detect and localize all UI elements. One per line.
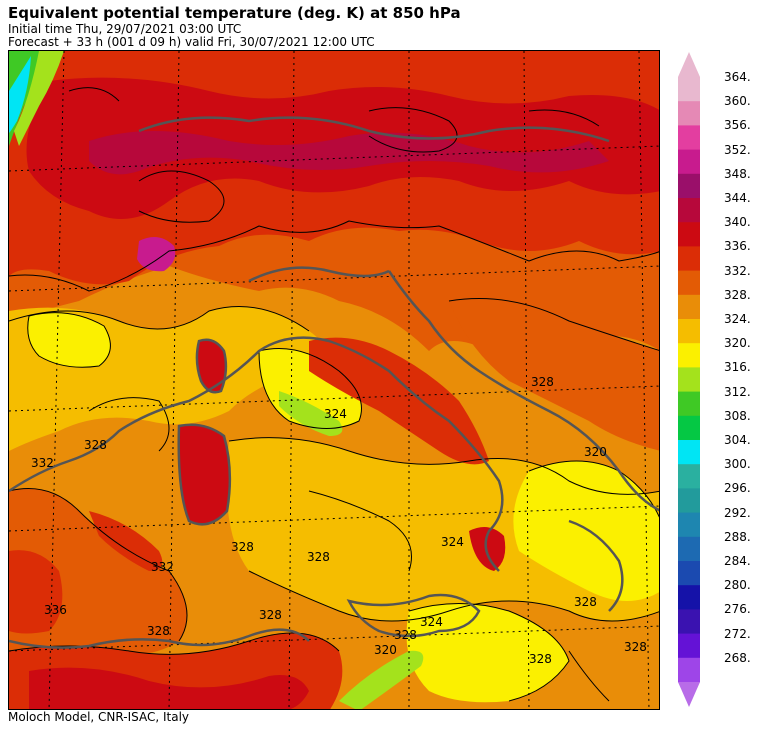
field-nw-lime (14, 51, 64, 146)
colorbar-swatch (678, 270, 700, 296)
colorbar-label: 284. (724, 554, 751, 568)
graticule (9, 51, 659, 709)
contour-label: 324 (420, 615, 443, 629)
colorbar (678, 52, 700, 707)
contour-label: 328 (147, 624, 170, 638)
colorbar-label: 360. (724, 94, 751, 109)
field-nw-cyan (9, 56, 31, 133)
colorbar-swatch (678, 173, 700, 199)
field-italy-peninsula (309, 337, 489, 465)
colorbar-swatch (678, 319, 700, 344)
contour-label: 332 (31, 456, 54, 470)
colorbar-label: 348. (724, 166, 751, 181)
colorbar-label: 296. (724, 481, 751, 496)
colorbar-label: 280. (724, 578, 751, 593)
field-magenta-blob (137, 237, 176, 272)
field-west-320 (27, 312, 111, 368)
contour-label: 328 (307, 550, 330, 564)
colorbar-label: 288. (724, 529, 751, 544)
map-title: Equivalent potential temperature (deg. K… (8, 4, 461, 22)
colorbar-swatch (678, 198, 700, 223)
contour-label: 328 (574, 595, 597, 609)
field-sardinia-band (89, 511, 163, 571)
contour-label: 336 (44, 603, 67, 617)
colorbar-label: 304. (724, 433, 751, 447)
colorbar-swatch (678, 464, 700, 489)
contour-label: 332 (151, 560, 174, 574)
field-sardinia (178, 424, 230, 525)
colorbar-label: 300. (724, 457, 751, 472)
contour-label: 320 (374, 643, 397, 657)
contour-label: 328 (394, 628, 417, 642)
colorbar-swatch (678, 633, 700, 659)
colorbar-swatch (678, 488, 700, 514)
colorbar-label: 352. (724, 142, 751, 157)
field-north-344 (89, 131, 609, 175)
colorbar-swatch (678, 415, 700, 441)
colorbar-swatch (678, 367, 700, 393)
colorbar-label: 292. (724, 505, 751, 520)
contour-label: 324 (324, 407, 347, 421)
colorbar-swatch (678, 246, 700, 272)
colorbar-label: 356. (724, 118, 751, 133)
colorbar-label: 344. (724, 191, 751, 205)
colorbar-swatch (678, 77, 700, 102)
contour-label: 328 (624, 640, 647, 654)
colorbar-label: 324. (724, 312, 751, 326)
colorbar-swatch (678, 222, 700, 247)
colorbar-label: 336. (724, 239, 751, 254)
contour-label: 328 (529, 652, 552, 666)
colorbar-label: 320. (724, 336, 751, 351)
theta-e-map: 324 328 332 328 332 336 328 328 328 324 … (8, 50, 660, 710)
contour-label: 328 (259, 608, 282, 622)
field-ligurian-316 (279, 391, 343, 436)
contour-label: 328 (531, 375, 554, 389)
colorbar-swatch (678, 585, 700, 610)
colorbar-swatch (678, 149, 700, 175)
colorbar-swatch (678, 561, 700, 586)
colorbar-label: 340. (724, 215, 751, 230)
field-balkans-336 (449, 298, 659, 451)
map-canvas: 324 328 332 328 332 336 328 328 328 324 … (9, 51, 659, 709)
contour-label: 328 (84, 438, 107, 452)
initial-time-label: Initial time Thu, 29/07/2021 03:00 UTC (8, 22, 242, 36)
colorbar-label: 276. (724, 602, 751, 617)
colorbar-label: 272. (724, 626, 751, 641)
colorbar-swatch (678, 609, 700, 635)
field-sw-336 (9, 550, 63, 634)
colorbar-swatch (678, 125, 700, 151)
model-credit: Moloch Model, CNR-ISAC, Italy (8, 710, 190, 724)
field-south-green (339, 650, 424, 709)
colorbar-swatch (678, 343, 700, 368)
colorbar-label: 332. (724, 263, 751, 278)
contour-label: 324 (441, 535, 464, 549)
colorbar-swatch (678, 536, 700, 562)
colorbar-swatch (678, 101, 700, 126)
colorbar-bottom-arrow (678, 682, 700, 707)
colorbar-label: 316. (724, 360, 751, 375)
colorbar-label: 328. (724, 287, 751, 302)
colorbar-swatch (678, 657, 700, 683)
field-ionian-320 (513, 461, 659, 601)
coastlines (9, 116, 659, 649)
colorbar-label: 268. (724, 650, 751, 665)
colorbar-top-arrow (678, 52, 700, 77)
colorbar-swatch (678, 440, 700, 465)
forecast-valid-label: Forecast + 33 h (001 d 09 h) valid Fri, … (8, 35, 375, 49)
colorbar-label: 364. (724, 70, 751, 84)
contour-label: 320 (584, 445, 607, 459)
colorbar-label: 308. (724, 408, 751, 423)
colorbar-swatch (678, 294, 700, 320)
field-corsica (196, 339, 226, 393)
colorbar-swatch (678, 391, 700, 417)
contour-labels: 324 328 332 328 332 336 328 328 328 324 … (31, 375, 647, 666)
colorbar-swatch (678, 512, 700, 538)
contour-label: 328 (231, 540, 254, 554)
colorbar-label: 312. (724, 384, 751, 399)
